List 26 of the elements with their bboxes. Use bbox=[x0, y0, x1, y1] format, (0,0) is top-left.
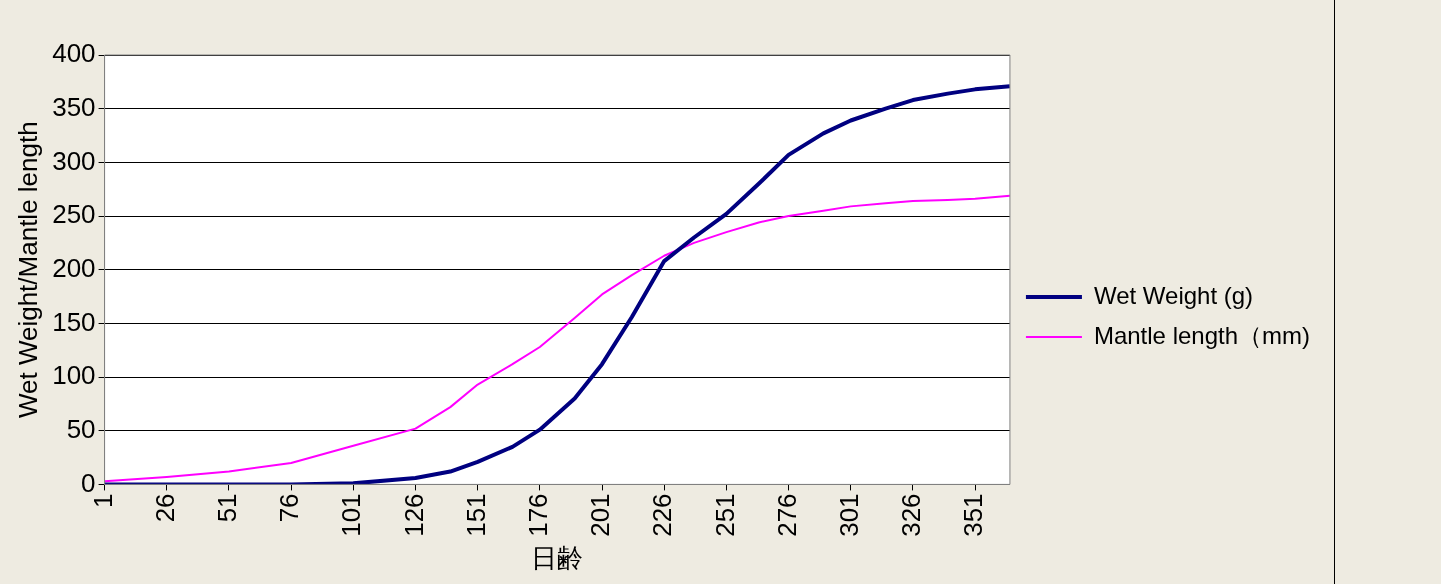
y-tick-label: 250 bbox=[52, 199, 96, 230]
x-tick-label: 351 bbox=[958, 493, 989, 537]
y-tick-label: 300 bbox=[52, 145, 96, 176]
x-tick-label: 226 bbox=[647, 493, 678, 537]
x-tick-label: 151 bbox=[460, 493, 491, 537]
legend-label: Wet Weight (g) bbox=[1093, 281, 1254, 309]
x-tick-label: 326 bbox=[896, 493, 927, 537]
y-tick-label: 200 bbox=[52, 252, 96, 283]
x-tick-label: 301 bbox=[833, 493, 864, 537]
legend-label: Mantle length（mm) bbox=[1093, 321, 1311, 349]
x-axis-title: 日齢 bbox=[531, 542, 584, 573]
x-tick-label: 26 bbox=[149, 493, 180, 523]
y-axis-title: Wet Weight/Mantle length bbox=[12, 121, 43, 419]
y-tick-label: 100 bbox=[52, 360, 96, 391]
x-tick-label: 276 bbox=[771, 493, 802, 537]
x-tick-label: 101 bbox=[336, 493, 367, 537]
x-tick-label: 201 bbox=[585, 493, 616, 537]
x-tick-label: 251 bbox=[709, 493, 740, 537]
y-tick-label: 50 bbox=[66, 413, 96, 444]
y-tick-label: 150 bbox=[52, 306, 96, 337]
x-tick-label: 76 bbox=[274, 493, 305, 523]
x-tick-label: 51 bbox=[212, 493, 243, 523]
y-tick-label: 400 bbox=[52, 38, 96, 69]
x-tick-label: 176 bbox=[523, 493, 554, 537]
x-tick-label: 126 bbox=[398, 493, 429, 537]
y-tick-label: 350 bbox=[52, 91, 96, 122]
